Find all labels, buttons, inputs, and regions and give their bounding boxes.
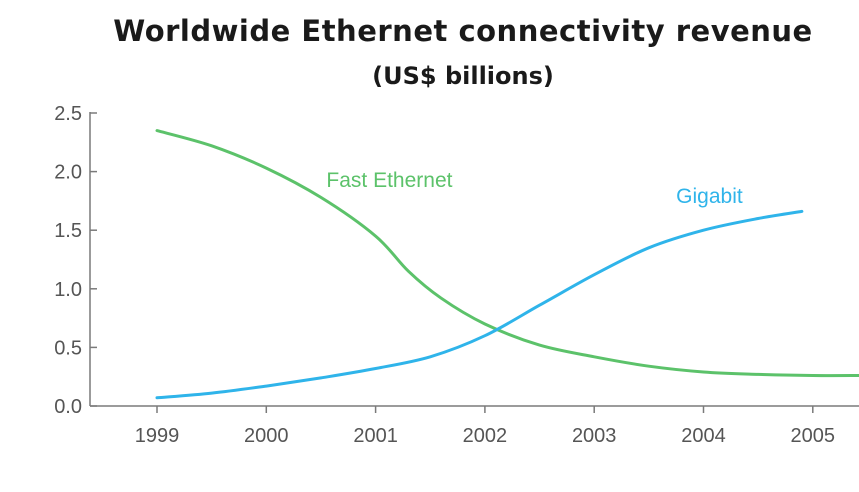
series-label-gigabit: Gigabit	[676, 185, 743, 208]
y-tick-label: 0.5	[54, 337, 82, 359]
series-label-fast-ethernet: Fast Ethernet	[326, 169, 452, 192]
x-tick-label: 2000	[244, 425, 289, 447]
series-line-gigabit	[155, 209, 804, 400]
x-tick-label: 2002	[463, 425, 508, 447]
x-tick-label: 1999	[135, 425, 180, 447]
chart-series: Fast Ethernet Gigabit	[155, 129, 859, 400]
chart-axes: 0.0 0.5 1.0 1.5 2.0 2.5 1999 2000 2001 2002 2003 20…	[54, 103, 859, 447]
x-tick-label: 2001	[353, 425, 398, 447]
y-tick-label: 1.0	[54, 279, 82, 301]
y-tick-label: 2.5	[54, 103, 82, 125]
y-tick-label: 1.5	[54, 220, 82, 242]
x-tick-label: 2005	[791, 425, 836, 447]
y-tick-label: 2.0	[54, 162, 82, 184]
chart-subtitle: (US$ billions)	[372, 62, 554, 90]
chart-title: Worldwide Ethernet connectivity revenue	[113, 14, 813, 48]
x-tick-label: 2003	[572, 425, 617, 447]
series-line-fast-ethernet	[155, 129, 859, 378]
x-tick-label: 2004	[681, 425, 726, 447]
y-tick-label: 0.0	[54, 396, 82, 418]
